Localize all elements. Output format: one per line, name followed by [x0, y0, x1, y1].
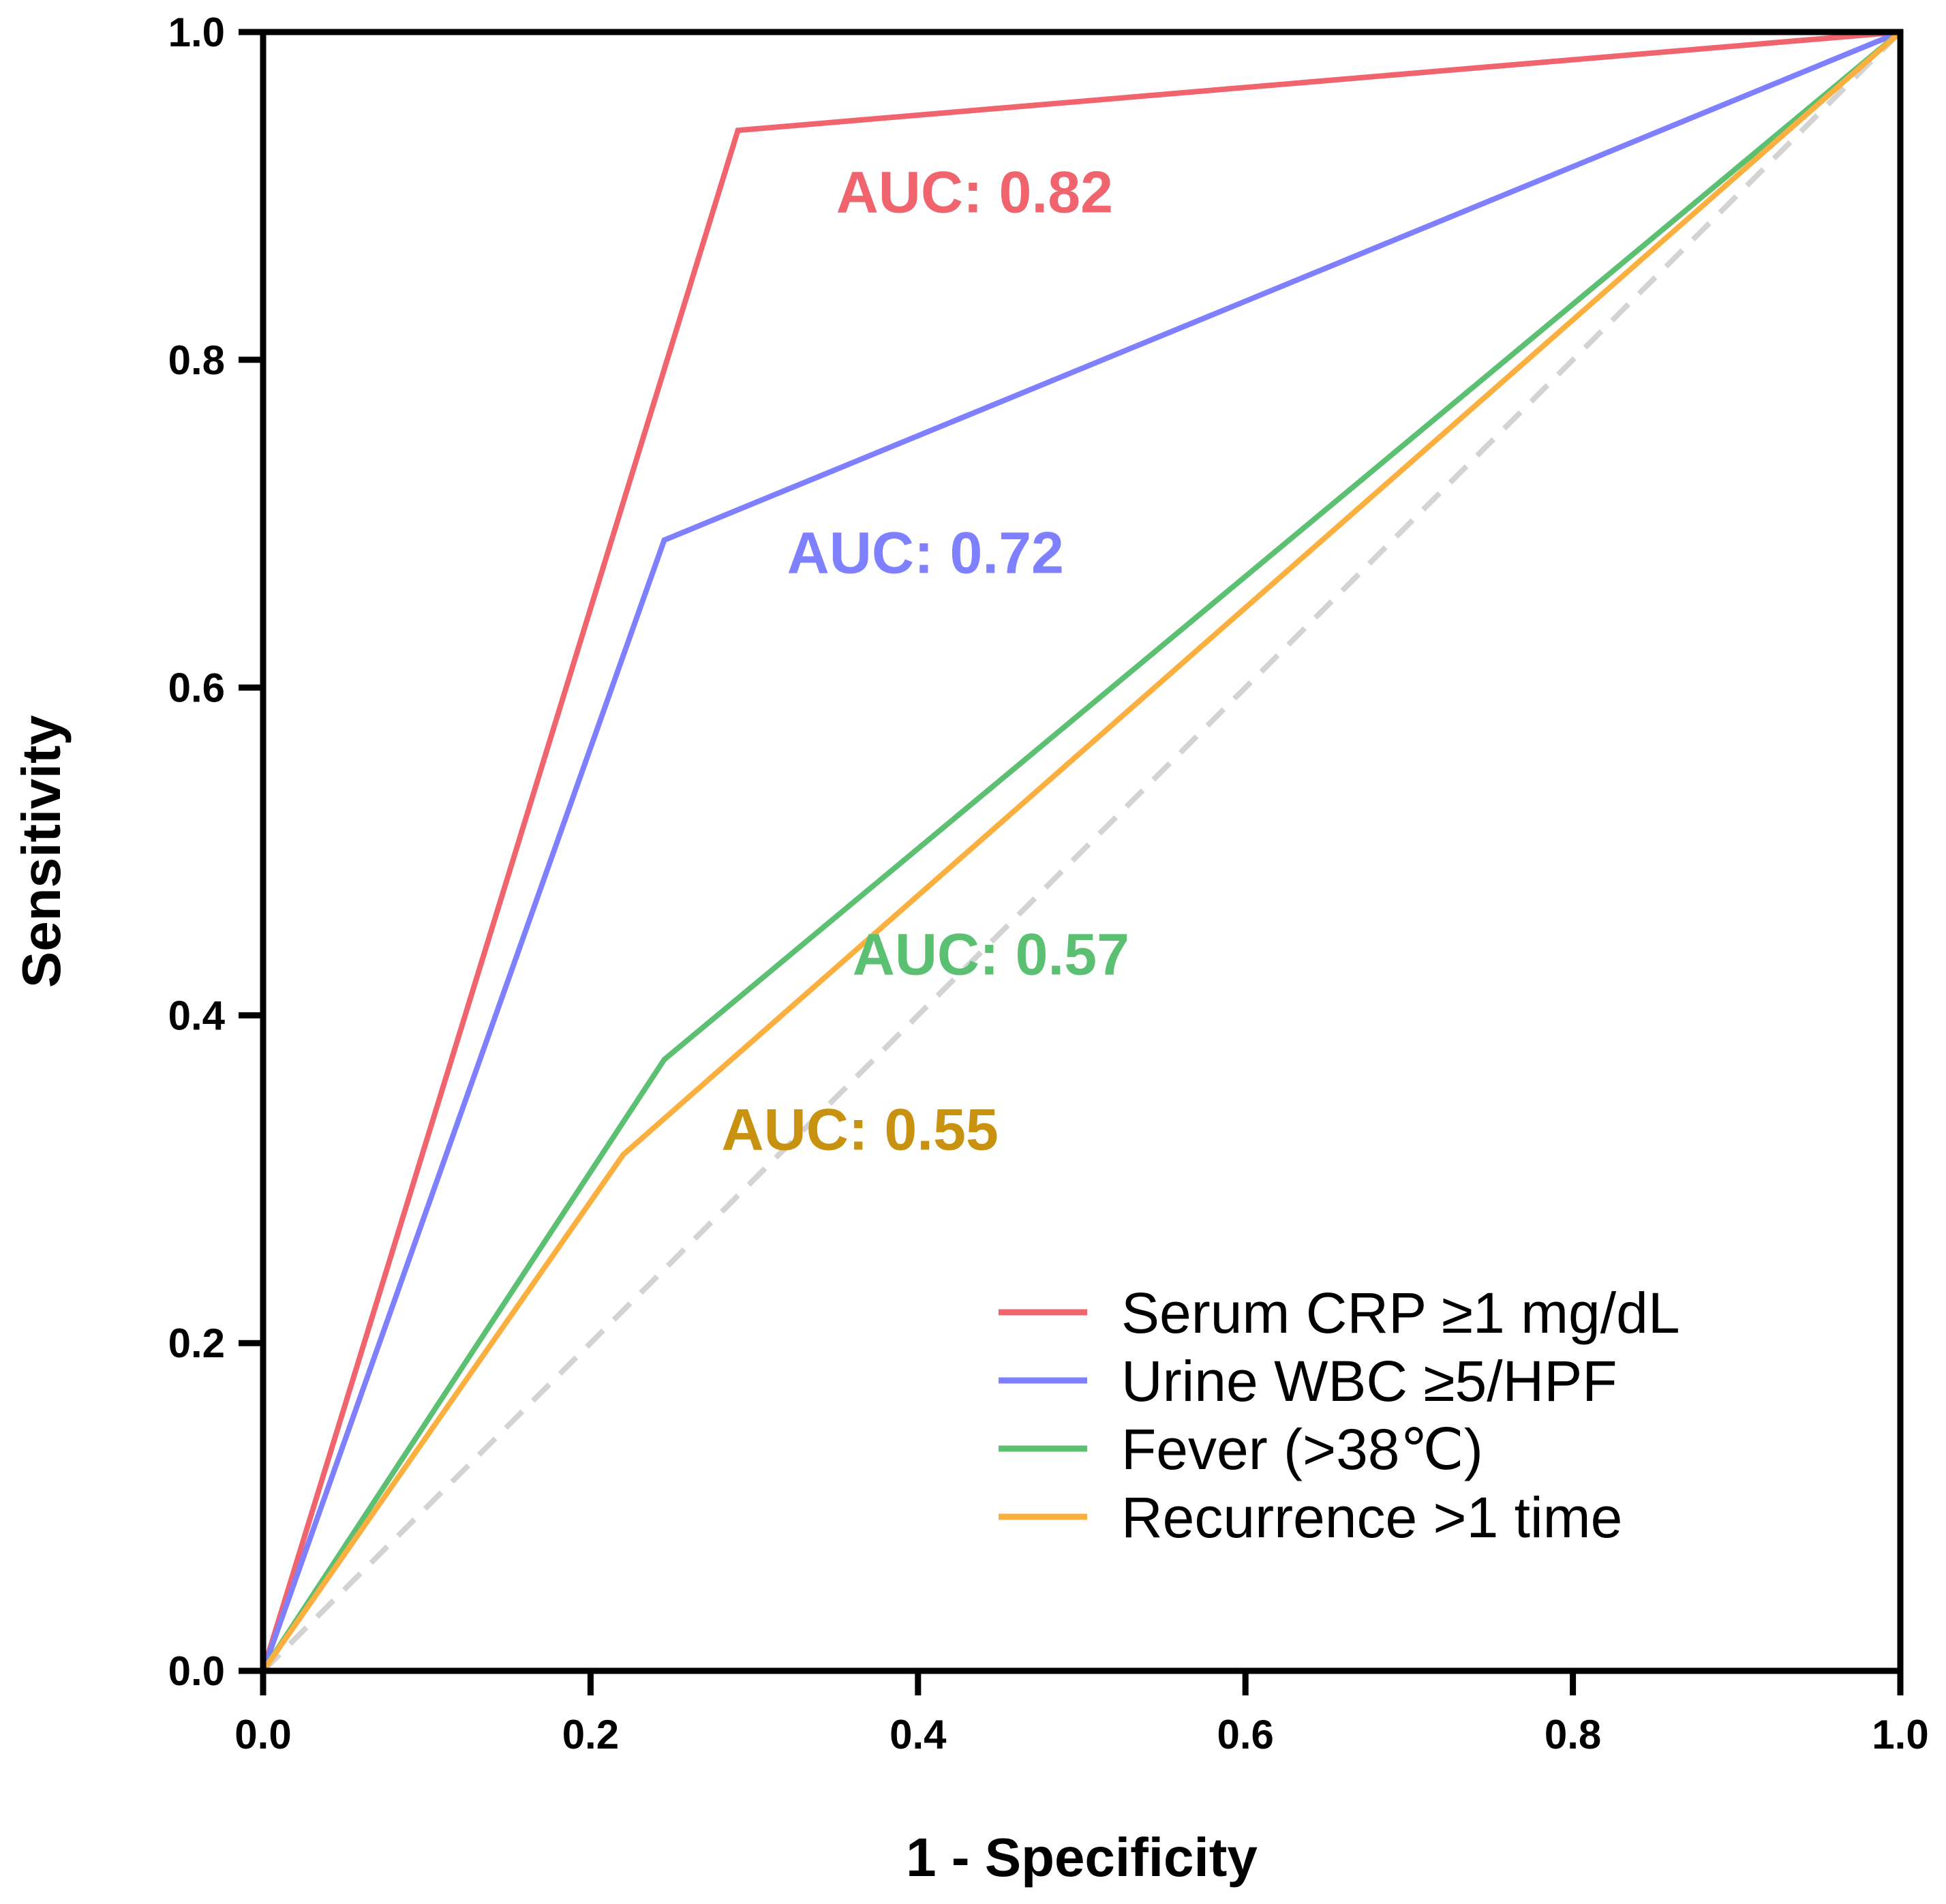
series-line-1: [260, 29, 1901, 1672]
y-tick-label: 0.2: [168, 1320, 225, 1366]
y-tick-label: 0.0: [168, 1648, 225, 1694]
reference-layer: [261, 30, 1902, 1673]
auc-label-4: AUC: 0.55: [722, 1098, 999, 1163]
y-tick-label: 0.8: [168, 337, 225, 383]
y-tick-label: 1.0: [168, 10, 225, 55]
x-tick-label: 0.0: [234, 1712, 291, 1757]
auc-label-2: AUC: 0.72: [787, 520, 1064, 586]
series-line-3: [260, 29, 1902, 1673]
y-tick-label: 0.6: [168, 665, 225, 711]
y-axis-title: Sensitivity: [11, 714, 72, 988]
series-layer: [260, 29, 1902, 1673]
plot-frame: [260, 29, 1904, 1674]
series-line-4: [260, 29, 1902, 1673]
x-axis-title: 1 - Specificity: [906, 1827, 1258, 1888]
tick-layer: 0.0 0.2 0.4 0.6 0.8 1.0 0.0 0.2 0.4 0.6 0.8 1.0: [168, 10, 1929, 1757]
legend-label-3: Fever (>38℃): [1121, 1417, 1483, 1481]
series-line-2: [260, 29, 1902, 1672]
reference-diagonal-line: [261, 30, 1902, 1673]
x-tick-label: 0.8: [1545, 1712, 1601, 1757]
legend-label-4: Recurrence >1 time: [1121, 1485, 1622, 1550]
auc-label-layer: AUC: 0.82 AUC: 0.72 AUC: 0.57 AUC: 0.55: [722, 160, 1129, 1162]
x-tick-label: 0.4: [890, 1712, 947, 1757]
y-tick-label: 0.4: [168, 993, 226, 1038]
legend-label-1: Serum CRP ≥1 mg/dL: [1121, 1281, 1680, 1345]
x-tick-label: 1.0: [1872, 1712, 1928, 1757]
auc-label-3: AUC: 0.57: [853, 922, 1129, 987]
x-tick-label: 0.6: [1217, 1712, 1273, 1757]
legend-label-2: Urine WBC ≥5/HPF: [1121, 1349, 1617, 1413]
auc-label-1: AUC: 0.82: [836, 160, 1113, 225]
x-tick-label: 0.2: [562, 1712, 619, 1757]
